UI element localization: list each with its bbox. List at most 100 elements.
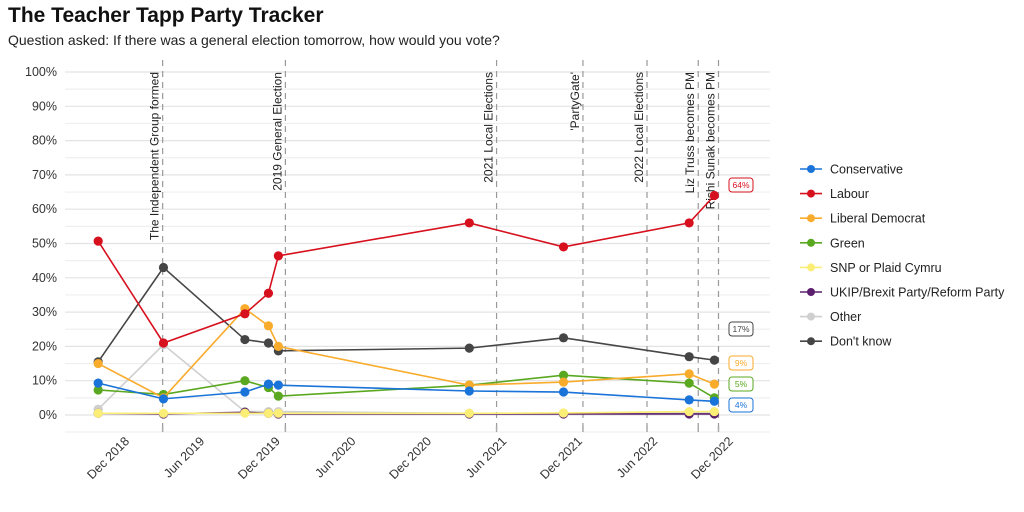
data-point (558, 387, 569, 397)
end-label: 9% (735, 358, 748, 368)
y-tick-label: 30% (32, 305, 57, 319)
legend-label: Conservative (830, 163, 903, 177)
legend-label: Green (830, 236, 865, 250)
legend-label: Other (830, 310, 861, 324)
data-point (93, 385, 103, 395)
y-tick-label: 90% (32, 99, 57, 113)
data-point (558, 333, 569, 343)
end-label: 4% (735, 400, 748, 410)
data-point (263, 338, 274, 348)
data-point (464, 386, 474, 396)
event-label: 2022 Local Elections (632, 72, 646, 183)
series-line-liberal-democrat (97, 307, 715, 399)
x-tick-label: Dec 2022 (688, 434, 736, 482)
x-tick-label: Jun 2020 (312, 434, 358, 480)
event-label: Liz Truss becomes PM (683, 72, 697, 193)
y-tick-label: 100% (25, 65, 57, 79)
data-point (93, 378, 103, 388)
y-tick-label: 20% (32, 339, 57, 353)
data-point (93, 408, 103, 418)
event-label: 2019 General Election (270, 72, 284, 191)
legend-marker (807, 337, 815, 346)
data-point (93, 236, 103, 246)
data-point (709, 379, 719, 389)
y-tick-label: 40% (32, 271, 57, 285)
end-label-box (728, 376, 754, 392)
data-point (464, 343, 474, 353)
chart-title: The Teacher Tapp Party Tracker (8, 4, 324, 27)
legend-label: Labour (830, 187, 869, 201)
series-line-labour (97, 194, 715, 344)
data-point (709, 396, 719, 406)
legend-label: Don't know (830, 335, 892, 349)
chart-subtitle: Question asked: If there was a general e… (8, 32, 500, 48)
data-point (684, 395, 694, 405)
legend-marker (807, 214, 815, 223)
event-label: The Independent Group formed (148, 72, 162, 240)
end-label-box (728, 321, 754, 337)
legend-marker (807, 263, 815, 272)
data-point (709, 355, 719, 365)
y-tick-label: 70% (32, 168, 57, 182)
series-line-don-t-know (97, 266, 715, 363)
end-label-box (728, 355, 754, 371)
end-label-box (728, 177, 754, 193)
data-point (240, 408, 250, 418)
x-tick-label: Dec 2021 (537, 434, 585, 482)
data-point (273, 408, 283, 418)
data-point (273, 380, 283, 390)
end-label: 17% (732, 324, 749, 334)
event-label: Rishi Sunak becomes PM (703, 72, 717, 209)
event-label: 2021 Local Elections (482, 72, 496, 183)
x-tick-label: Dec 2018 (84, 434, 132, 482)
data-point (709, 406, 719, 417)
x-tick-label: Dec 2020 (386, 434, 434, 482)
data-point (273, 341, 283, 351)
data-point (684, 352, 694, 362)
data-point (464, 408, 474, 418)
data-point (263, 408, 274, 418)
data-point (464, 218, 474, 228)
x-tick-label: Dec 2019 (235, 434, 283, 482)
data-point (684, 378, 694, 388)
data-point (93, 358, 103, 369)
data-point (263, 379, 274, 389)
y-tick-label: 50% (32, 237, 57, 251)
y-tick-label: 10% (32, 374, 57, 388)
legend-marker (807, 238, 815, 247)
data-point (158, 262, 169, 273)
data-point (709, 190, 719, 201)
x-tick-label: Jun 2021 (463, 434, 509, 480)
y-tick-label: 60% (32, 202, 57, 216)
data-point (684, 369, 694, 379)
x-tick-label: Jun 2022 (614, 434, 660, 480)
y-tick-label: 80% (32, 134, 57, 148)
legend-marker (807, 288, 815, 296)
legend-marker (807, 189, 815, 198)
data-point (240, 376, 250, 386)
event-label: 'PartyGate' (568, 72, 582, 131)
legend-label: UKIP/Brexit Party/Reform Party (830, 286, 1005, 300)
data-point (263, 288, 274, 298)
data-point (684, 218, 694, 228)
data-point (558, 377, 569, 387)
end-label: 5% (735, 379, 748, 389)
data-point (273, 391, 283, 401)
data-point (158, 394, 169, 404)
end-label: 64% (732, 180, 749, 190)
data-point (263, 321, 274, 331)
data-point (558, 408, 569, 418)
data-point (158, 408, 169, 418)
data-point (273, 251, 283, 261)
end-label-box (728, 397, 754, 413)
legend-label: SNP or Plaid Cymru (830, 261, 942, 275)
data-point (684, 406, 694, 417)
data-point (240, 334, 250, 345)
y-tick-label: 0% (39, 408, 57, 422)
data-point (558, 370, 569, 380)
data-point (558, 242, 569, 252)
data-point (158, 338, 169, 348)
series-line-conservative (97, 382, 715, 403)
legend-label: Liberal Democrat (830, 212, 926, 226)
